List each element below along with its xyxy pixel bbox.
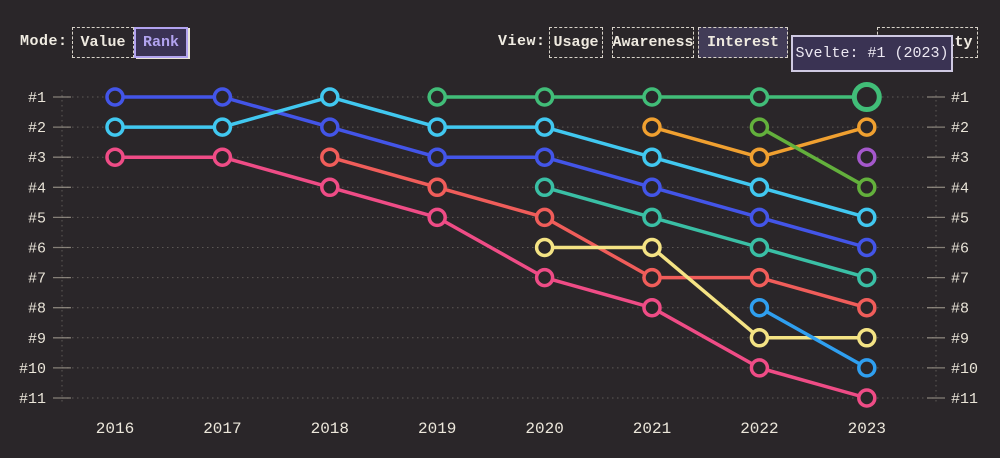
data-point-pink-2017[interactable] [212,147,233,167]
data-point-cyan-2020[interactable] [534,117,555,137]
data-point-indigo-2017[interactable] [212,87,233,107]
data-point-purple-2023[interactable] [857,147,877,167]
y-axis-label-left: #4 [28,180,46,197]
data-point-coral-2022[interactable] [749,267,770,288]
data-point-teal-2021[interactable] [642,207,662,228]
data-point-svelte-green-2019[interactable] [427,87,447,107]
y-axis-label-right: #6 [951,241,969,258]
chart-tooltip: Svelte: #1 (2023) [791,35,953,72]
data-point-indigo-2018[interactable] [320,117,340,137]
series-line-pink [113,155,869,400]
y-axis-label-left: #3 [28,150,46,167]
data-point-indigo-2023[interactable] [857,237,877,258]
series-line-coral [328,155,869,310]
data-point-indigo-2019[interactable] [427,147,447,167]
y-axis-label-left: #1 [28,90,46,107]
data-point-indigo-2020[interactable] [534,147,555,167]
data-point-yellow-2021[interactable] [642,237,662,258]
chart-tooltip-text: Svelte: #1 (2023) [795,45,949,62]
view-label: View: [498,33,546,50]
data-point-pink-2022[interactable] [749,358,770,378]
series-line-sky-blue [757,305,869,370]
data-point-sky-blue-2023[interactable] [857,358,877,378]
y-axis-label-left: #2 [28,120,46,137]
y-axis-label-left: #7 [28,271,46,288]
x-axis-label: 2021 [633,420,671,438]
data-point-amber-2021[interactable] [642,117,662,137]
y-axis-label-right: #7 [951,271,969,288]
series-line-indigo [113,95,869,250]
data-point-cyan-2018[interactable] [320,87,340,107]
data-point-cyan-2017[interactable] [212,117,233,137]
y-axis-label-left: #8 [28,301,46,318]
data-point-pink-2016[interactable] [105,147,125,167]
mode-rank-button[interactable]: Rank [134,27,188,58]
data-point-pink-2023[interactable] [857,388,877,408]
x-axis-label: 2017 [203,420,241,438]
y-axis-label-right: #9 [951,331,969,348]
data-point-coral-2021[interactable] [642,267,662,288]
y-axis-label-right: #1 [951,90,969,107]
y-axis-label-left: #9 [28,331,46,348]
mode-label: Mode: [20,33,68,50]
y-axis-label-left: #6 [28,241,46,258]
data-point-coral-2023[interactable] [857,297,877,318]
data-point-teal-2020[interactable] [534,177,555,198]
data-point-yellow-2020[interactable] [534,237,555,258]
data-point-pink-2020[interactable] [534,267,555,288]
y-axis-label-right: #3 [951,150,969,167]
data-point-cyan-2022[interactable] [749,177,770,198]
data-point-yellow-2023[interactable] [857,328,877,348]
data-point-coral-2020[interactable] [534,207,555,228]
data-point-svelte-green-2020[interactable] [534,87,555,107]
series-line-teal [542,185,869,280]
y-axis-label-right: #10 [951,361,978,378]
x-axis-label: 2019 [418,420,456,438]
data-point-lime-2023[interactable] [857,177,877,198]
x-axis-label: 2023 [848,420,886,438]
data-point-cyan-2023[interactable] [857,207,877,228]
series-line-lime [757,125,869,190]
x-axis-label: 2018 [311,420,349,438]
view-awareness-button[interactable]: Awareness [612,27,694,58]
x-axis-label: 2022 [740,420,778,438]
data-point-teal-2023[interactable] [857,267,877,288]
data-point-sky-blue-2022[interactable] [749,297,770,318]
data-point-indigo-2021[interactable] [642,177,662,198]
data-point-coral-2019[interactable] [427,177,447,198]
y-axis-label-right: #8 [951,301,969,318]
view-interest-button[interactable]: Interest [698,27,788,58]
data-point-teal-2022[interactable] [749,237,770,258]
data-point-amber-2022[interactable] [749,147,770,167]
y-axis-label-left: #11 [19,391,46,408]
data-point-pink-2019[interactable] [427,207,447,228]
y-axis-label-left: #10 [19,361,46,378]
data-point-pink-2021[interactable] [642,297,662,318]
data-point-svelte-green-2022[interactable] [749,87,770,107]
data-point-lime-2022[interactable] [749,117,770,137]
data-point-coral-2018[interactable] [320,147,340,167]
data-point-svelte-green-2021[interactable] [642,87,662,107]
data-point-cyan-2021[interactable] [642,147,662,167]
mode-value-button[interactable]: Value [72,27,134,58]
data-point-pink-2018[interactable] [320,177,340,198]
series-line-cyan [113,95,869,220]
x-axis-label: 2020 [525,420,563,438]
y-axis-label-left: #5 [28,210,46,227]
data-point-indigo-2022[interactable] [749,207,770,228]
view-usage-button[interactable]: Usage [549,27,603,58]
y-axis-label-right: #2 [951,120,969,137]
data-point-cyan-2016[interactable] [105,117,125,137]
highlighted-data-point-svelte-green-2023[interactable] [851,82,882,112]
y-axis-label-right: #11 [951,391,978,408]
data-point-amber-2023[interactable] [857,117,877,137]
data-point-yellow-2022[interactable] [749,328,770,348]
y-axis-label-right: #4 [951,180,969,197]
y-axis-label-right: #5 [951,210,969,227]
data-point-cyan-2019[interactable] [427,117,447,137]
x-axis-label: 2016 [96,420,134,438]
data-point-indigo-2016[interactable] [105,87,125,107]
